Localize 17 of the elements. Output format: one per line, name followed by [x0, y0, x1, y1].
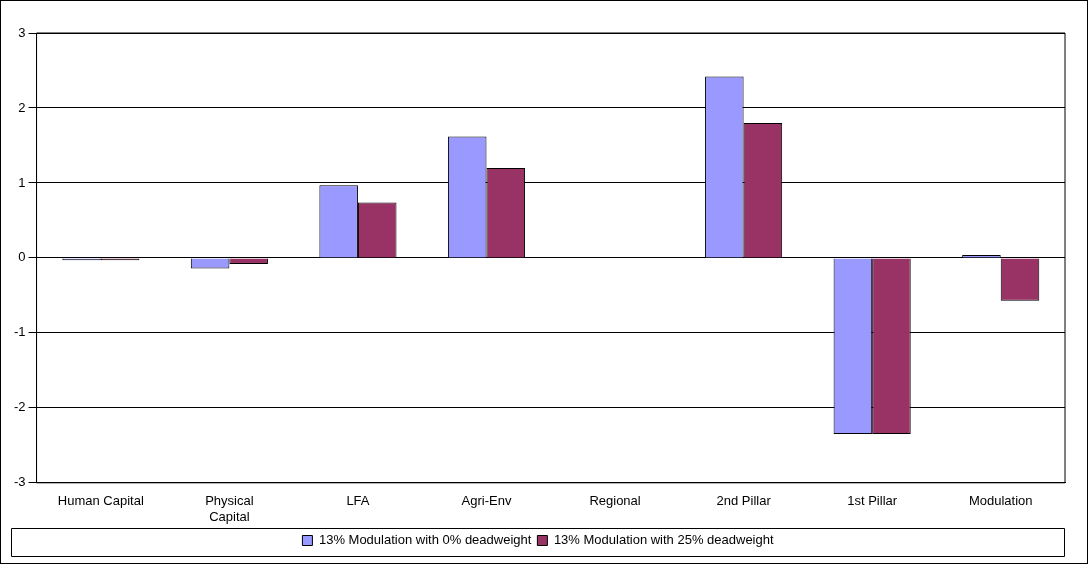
- legend-label: 13% Modulation with 25% deadweight: [553, 532, 774, 548]
- y-tick-label: -2: [14, 399, 26, 415]
- y-tick-label: -1: [14, 324, 26, 340]
- x-tick-label: LFA: [346, 493, 370, 509]
- x-tick-label: Agri-Env: [461, 493, 512, 509]
- x-tick-label: 2nd Pillar: [716, 493, 772, 509]
- x-tick-label: Human Capital: [57, 493, 144, 509]
- x-tick-label: 1st Pillar: [847, 493, 898, 509]
- x-tick-label: Regional: [589, 493, 641, 509]
- y-tick-label: 0: [18, 249, 26, 265]
- y-tick-label: 1: [18, 174, 26, 190]
- x-tick-label: Physical Capital: [205, 493, 254, 524]
- legend-label: 13% Modulation with 0% deadweight: [318, 532, 532, 548]
- y-tick-label: -3: [14, 474, 26, 490]
- x-tick-label: Modulation: [968, 493, 1033, 509]
- y-tick-label: 3: [18, 24, 26, 40]
- y-tick-label: 2: [18, 99, 26, 115]
